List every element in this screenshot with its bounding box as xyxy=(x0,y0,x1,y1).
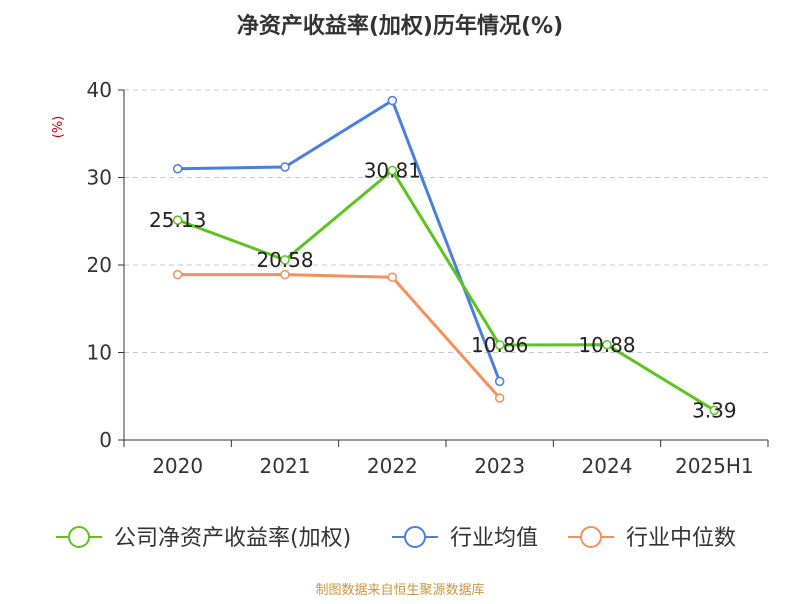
legend-circle-icon xyxy=(68,526,90,548)
data-point xyxy=(387,95,398,106)
data-label: 30.81 xyxy=(364,158,421,182)
legend-circle-icon xyxy=(404,526,426,548)
legend-item: 行业中位数 xyxy=(568,526,736,551)
x-tick-label: 2022 xyxy=(367,454,418,478)
data-label: 10.86 xyxy=(471,333,528,357)
data-point xyxy=(602,340,612,350)
axis-layer: 0 10 20 30 40 2020 2021 2022 2023 2024 2025H1 xyxy=(87,78,769,478)
legend-item: 公司净资产收益率(加权) xyxy=(56,526,351,551)
chart-title: 净资产收益率(加权)历年情况(%) xyxy=(237,13,563,39)
y-tick-label: 20 xyxy=(87,253,112,277)
series-line xyxy=(177,99,502,382)
x-tick-label: 2025H1 xyxy=(675,454,754,478)
x-tick-label: 2023 xyxy=(474,454,525,478)
series-line xyxy=(177,168,716,412)
legend-circle-icon xyxy=(580,526,602,548)
y-axis-label: (%) xyxy=(51,116,66,139)
data-point xyxy=(494,340,505,350)
data-point xyxy=(494,393,505,403)
data-point xyxy=(709,405,720,416)
data-point xyxy=(172,269,183,280)
data-point xyxy=(494,376,505,387)
legend-item: 行业均值 xyxy=(392,526,538,551)
data-label: 10.88 xyxy=(578,333,635,357)
legend-label: 公司净资产收益率(加权) xyxy=(114,526,351,551)
data-point xyxy=(387,272,398,282)
source-footer: 制图数据来自恒生聚源数据库 xyxy=(315,582,484,598)
y-tick-label: 30 xyxy=(87,166,112,190)
series-line xyxy=(177,273,501,399)
x-tick-label: 2024 xyxy=(582,454,633,478)
data-point xyxy=(280,255,290,265)
data-point xyxy=(280,269,290,280)
data-label: 20.58 xyxy=(256,248,313,272)
legend-label: 行业中位数 xyxy=(626,526,736,551)
data-point xyxy=(280,162,290,172)
x-tick-label: 2020 xyxy=(152,454,203,478)
data-label-layer: 25.13 20.58 30.81 10.86 10.88 3.39 xyxy=(149,158,737,422)
series-layer xyxy=(172,95,720,416)
y-tick-label: 10 xyxy=(87,341,112,365)
legend: 公司净资产收益率(加权) 行业均值 行业中位数 xyxy=(56,526,736,551)
data-point xyxy=(172,164,183,174)
legend-label: 行业均值 xyxy=(450,526,538,551)
grid-layer xyxy=(124,89,768,353)
y-tick-label: 0 xyxy=(99,428,112,452)
data-label: 25.13 xyxy=(149,208,206,232)
data-point xyxy=(172,215,183,225)
y-tick-label: 40 xyxy=(87,78,112,102)
data-label: 3.39 xyxy=(692,398,737,422)
data-point xyxy=(387,165,398,176)
x-tick-label: 2021 xyxy=(260,454,311,478)
